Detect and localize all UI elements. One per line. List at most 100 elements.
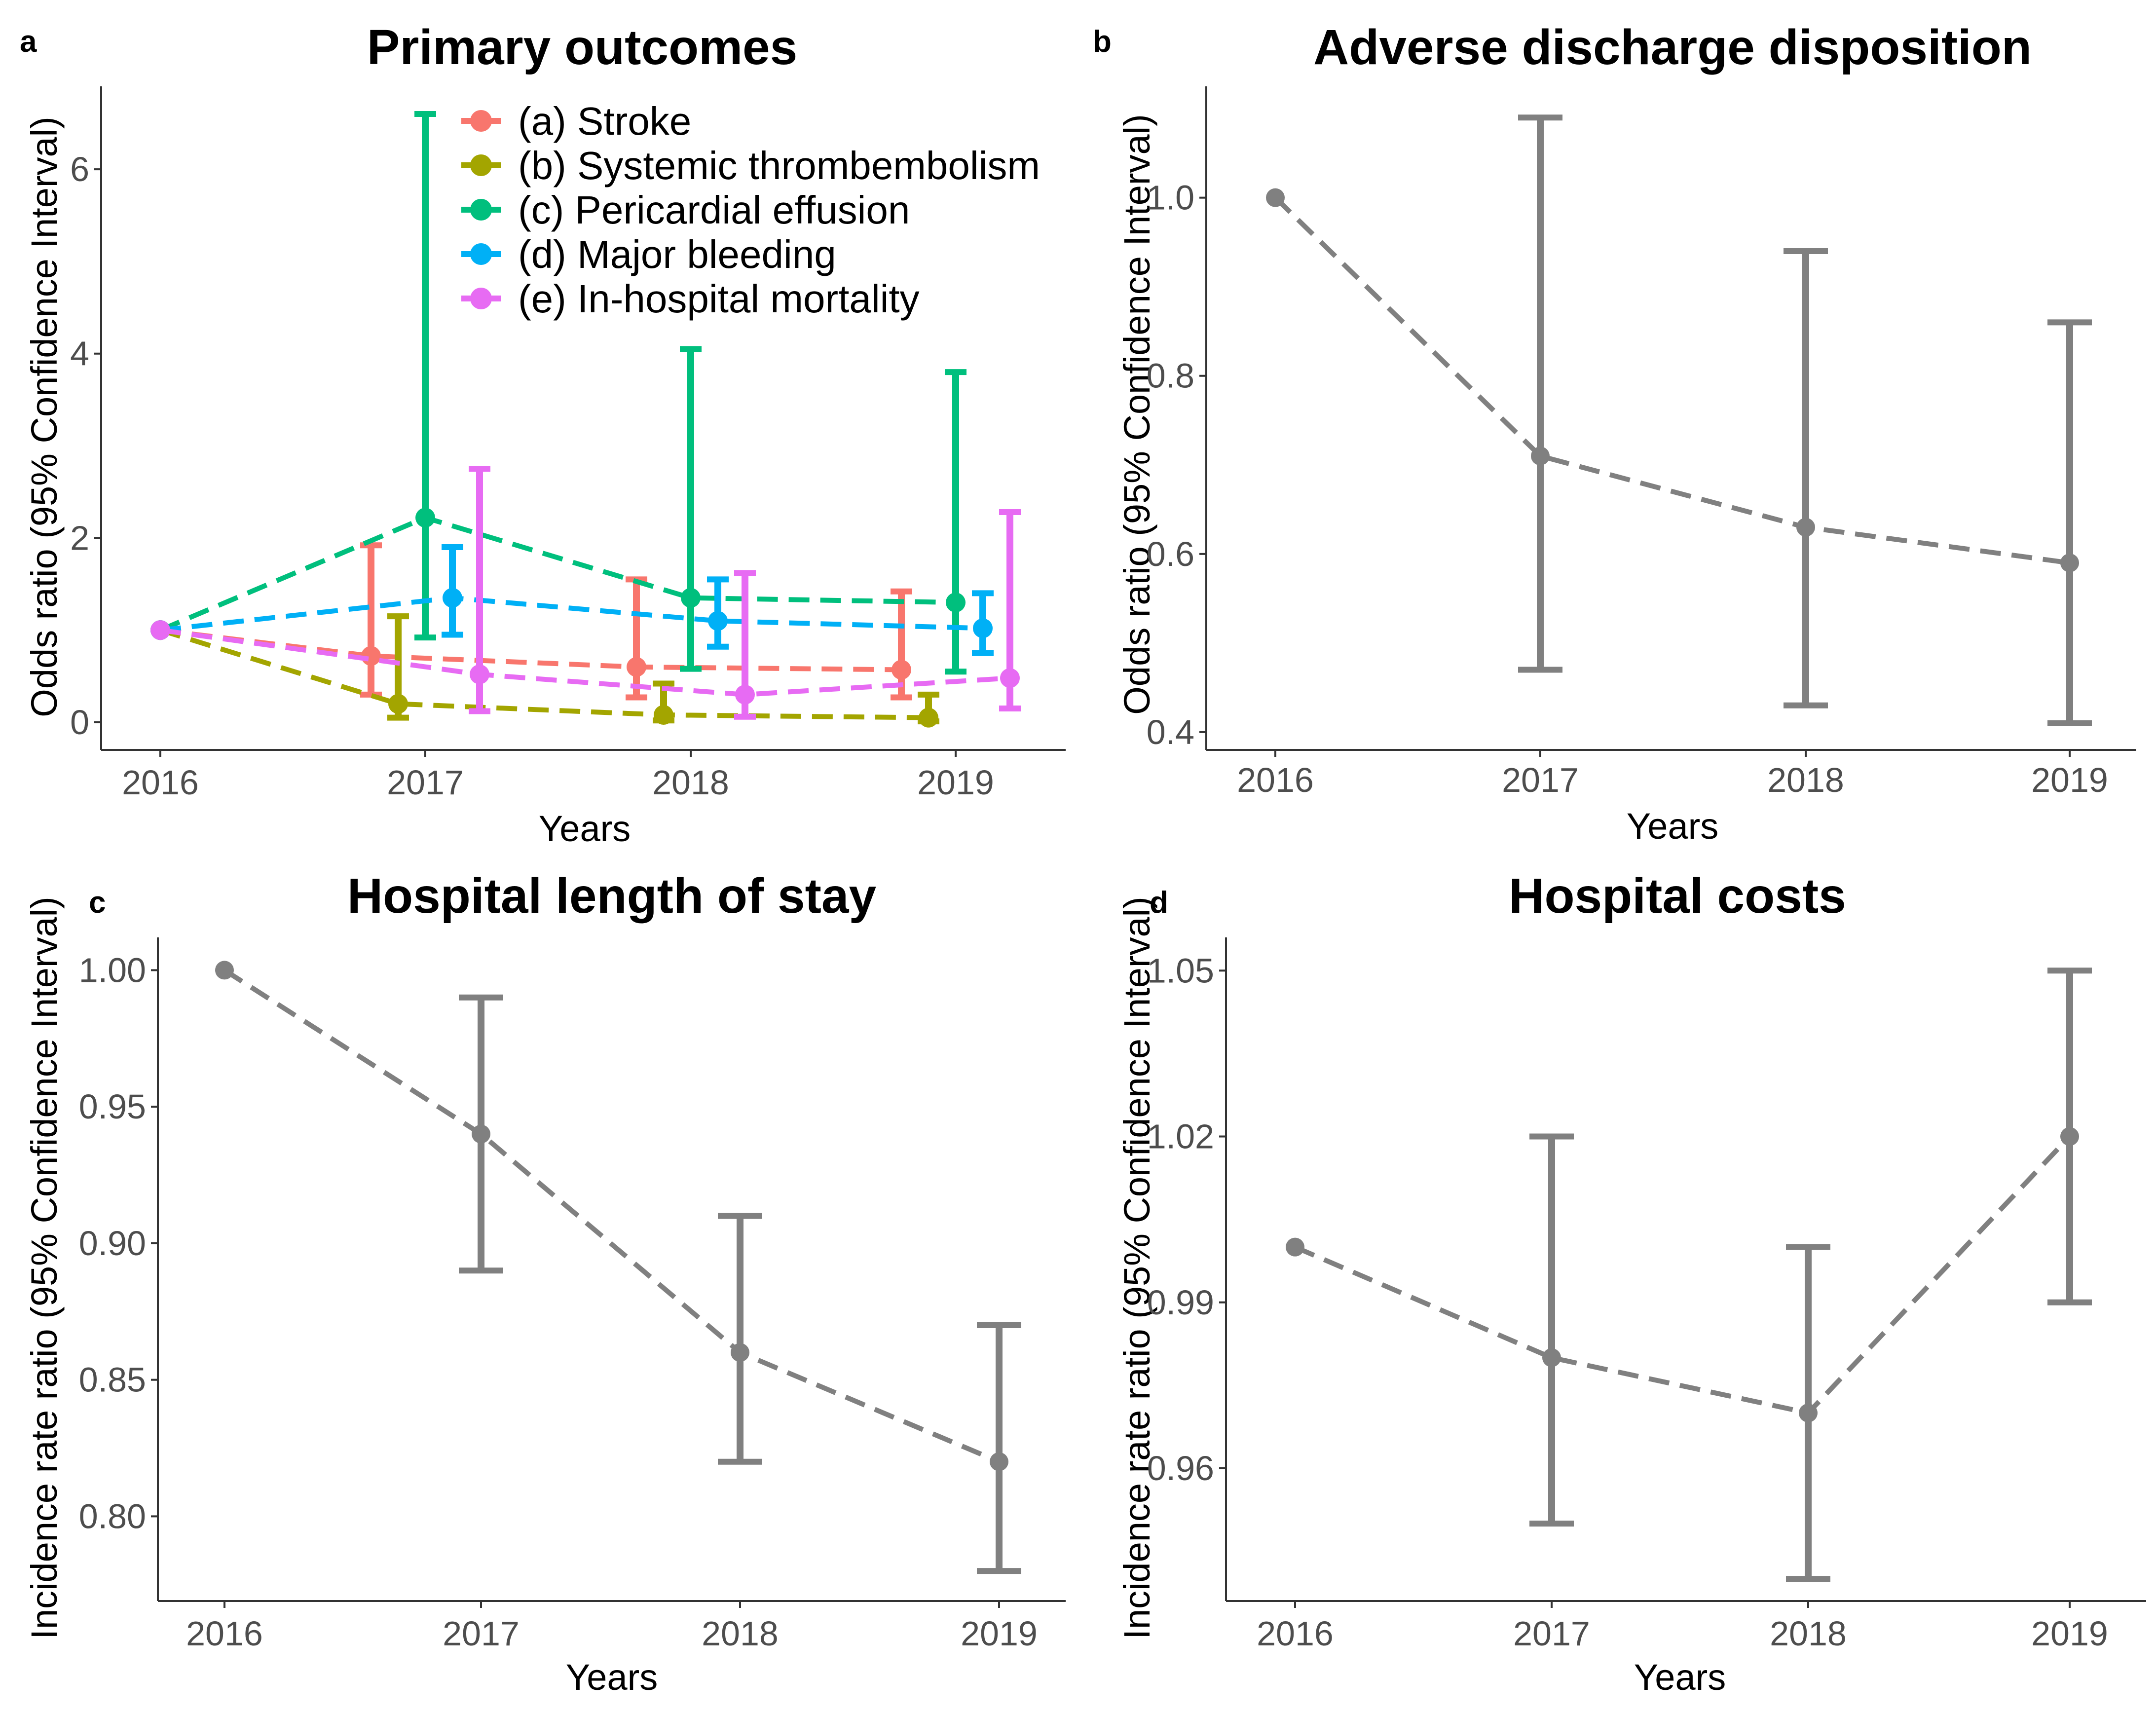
legend-item: (d) Major bleeding [461, 232, 836, 276]
x-axis-title: Years [1627, 806, 1719, 847]
panel-hospital-costs: d Hospital costs Years Incidence rate ra… [1116, 868, 2146, 1698]
plot-area: 0.80 0.85 0.90 0.95 1.00 2016 2017 2018 2019 [79, 937, 1066, 1653]
panel-letter: d [1150, 886, 1168, 920]
series-1 [1266, 114, 2092, 726]
legend-item: (a) Stroke [461, 99, 691, 143]
x-tick-label: 2017 [387, 763, 464, 802]
data-point [990, 1452, 1008, 1471]
panel-length-of-stay: c Hospital length of stay Years Incidenc… [24, 868, 1066, 1698]
series-3 [150, 111, 966, 675]
panel-letter: c [89, 886, 106, 920]
series-line [1294, 1135, 2072, 1416]
plot-area: 0.96 0.99 1.02 1.05 2016 2017 2018 2019 [1147, 937, 2146, 1653]
data-point [150, 620, 170, 640]
data-point [1542, 1348, 1561, 1367]
series-line [159, 515, 956, 633]
series-line [160, 595, 983, 633]
y-tick-label: 1.00 [79, 951, 146, 989]
data-point [627, 657, 646, 677]
data-point [443, 588, 462, 608]
y-tick-label: 0.85 [79, 1361, 146, 1399]
chart-title: Adverse discharge disposition [1313, 20, 2032, 75]
series-2 [150, 613, 939, 728]
legend: (a) Stroke(b) Systemic thrombembolism(c)… [461, 99, 1040, 321]
y-tick-label: 4 [70, 335, 89, 373]
legend-item: (e) In-hospital mortality [461, 277, 920, 321]
x-tick-label: 2018 [702, 1614, 779, 1653]
x-tick-label: 2019 [917, 763, 994, 802]
x-tick-label: 2018 [1770, 1614, 1847, 1653]
legend-item: (c) Pericardial effusion [461, 188, 910, 232]
series-5 [150, 466, 1021, 720]
x-tick-label: 2019 [961, 1614, 1038, 1653]
legend-swatch-point [470, 243, 492, 265]
y-tick-label: 1.05 [1147, 951, 1214, 990]
data-point [1286, 1237, 1304, 1257]
data-point [472, 1124, 490, 1144]
y-axis-title: Odds ratio (95% Confidence Interval) [24, 116, 65, 717]
y-axis-title: Odds ratio (95% Confidence Interval) [1116, 114, 1157, 715]
x-tick-label: 2016 [1237, 761, 1314, 799]
series-line [1273, 196, 2070, 565]
y-tick-label: 0.99 [1147, 1283, 1214, 1322]
x-tick-label: 2018 [1767, 761, 1844, 799]
legend-label: (a) Stroke [518, 99, 691, 143]
series-4 [150, 544, 994, 656]
y-axis-title: Incidence rate ratio (95% Confidence Int… [24, 896, 65, 1639]
legend-swatch-point [470, 110, 492, 132]
legend-item: (b) Systemic thrombembolism [461, 144, 1040, 187]
x-tick-label: 2016 [186, 1614, 263, 1653]
plot-area: 0.4 0.6 0.8 1.0 2016 2017 2018 2019 [1147, 86, 2136, 799]
series-line [160, 628, 1010, 697]
legend-label: (d) Major bleeding [518, 232, 836, 276]
x-tick-label: 2016 [122, 763, 199, 802]
plot-area: 0 2 4 6 2016 2017 2018 2019 [70, 86, 1066, 802]
y-tick-label: 1.02 [1147, 1117, 1214, 1156]
chart-title: Primary outcomes [367, 20, 798, 75]
data-point [215, 961, 234, 980]
series-1 [1286, 968, 2092, 1582]
data-point [470, 664, 489, 684]
y-tick-label: 2 [70, 519, 89, 557]
y-tick-label: 0.90 [79, 1224, 146, 1263]
y-tick-label: 0 [70, 703, 89, 742]
data-point [654, 705, 673, 725]
legend-swatch-point [470, 199, 492, 221]
y-tick-label: 6 [70, 150, 89, 188]
x-tick-label: 2019 [2031, 1614, 2108, 1653]
data-point [681, 588, 701, 608]
y-tick-label: 1.0 [1147, 179, 1194, 217]
data-point [731, 1343, 749, 1362]
data-point [892, 660, 911, 680]
legend-swatch-point [470, 288, 492, 309]
x-axis-title: Years [1634, 1657, 1726, 1698]
y-tick-label: 0.6 [1147, 535, 1194, 573]
legend-label: (b) Systemic thrombembolism [518, 144, 1040, 187]
x-tick-label: 2017 [1502, 761, 1579, 799]
panel-primary-outcomes: a Primary outcomes Years Odds ratio (95%… [20, 20, 1066, 849]
legend-swatch-point [470, 154, 492, 176]
panel-adverse-discharge: b Adverse discharge disposition Years Od… [1093, 20, 2136, 847]
x-axis-title: Years [539, 808, 631, 849]
data-point [973, 618, 993, 638]
x-tick-label: 2016 [1257, 1614, 1334, 1653]
panel-letter: b [1093, 25, 1112, 59]
x-tick-label: 2018 [652, 763, 729, 802]
data-point [1796, 518, 1815, 537]
chart-title: Hospital length of stay [347, 868, 877, 924]
data-point [1799, 1403, 1818, 1422]
series-1 [215, 961, 1021, 1574]
x-tick-label: 2017 [1513, 1614, 1590, 1653]
data-point [946, 593, 966, 613]
legend-label: (e) In-hospital mortality [518, 277, 920, 321]
data-point [919, 707, 938, 728]
y-axis-title: Incidence rate ratio (95% Confidence Int… [1116, 896, 1157, 1639]
chart-title: Hospital costs [1509, 868, 1846, 924]
data-point [1266, 188, 1285, 207]
data-point [415, 508, 435, 528]
series-line [223, 968, 1000, 1464]
data-point [1531, 447, 1550, 466]
x-axis-title: Years [566, 1657, 658, 1698]
x-tick-label: 2017 [443, 1614, 520, 1653]
series-line [159, 628, 929, 720]
